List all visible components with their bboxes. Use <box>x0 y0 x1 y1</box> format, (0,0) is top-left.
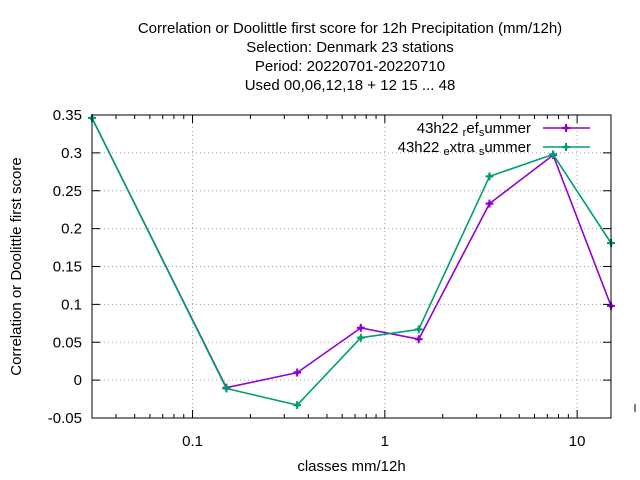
y-tick-label: 0.1 <box>61 296 82 313</box>
legend-label-part: e <box>444 146 450 158</box>
title-line: Used 00,06,12,18 + 12 15 ... 48 <box>245 77 456 94</box>
legend-label-part: 43h22 <box>398 139 444 156</box>
legend-label-part: xtra <box>450 139 479 156</box>
legend-entry: 43h22 refsummer <box>417 120 590 139</box>
data-point <box>293 368 302 377</box>
x-tick-label: 0.1 <box>182 433 203 450</box>
legend-label-part: ef <box>466 120 479 137</box>
chart-title: Correlation or Doolittle first score for… <box>138 20 562 94</box>
legend-label: 43h22 refsummer <box>417 120 531 139</box>
tick-labels: 0.35 0.3 0.25 0.2 0.15 0.1 0.05 0 -0.05 0.1 1 10 <box>48 107 586 450</box>
data-point <box>562 143 570 151</box>
legend-label-part: s <box>479 146 485 158</box>
y-tick-label: -0.05 <box>48 410 82 427</box>
y-tick-label: 0.25 <box>53 183 82 200</box>
data-point <box>293 401 302 410</box>
x-tick-label: 1 <box>381 433 389 450</box>
series-0 <box>88 114 615 392</box>
x-tick-label: 10 <box>569 433 586 450</box>
legend-entry: 43h22 extra summer <box>398 139 590 158</box>
legend-label-part: r <box>463 127 467 139</box>
legend-label: 43h22 extra summer <box>398 139 531 158</box>
legend-label-part: ummer <box>484 120 531 137</box>
grid-lines <box>92 114 611 419</box>
x-axis-label: classes mm/12h <box>297 458 405 475</box>
legend-label-part: ummer <box>484 139 531 156</box>
data-point <box>356 333 365 342</box>
series-group <box>88 114 615 410</box>
axis-ticks <box>91 114 636 419</box>
data-point <box>356 323 365 332</box>
legend-label-part: 43h22 <box>417 120 463 137</box>
data-point <box>485 172 494 181</box>
y-tick-label: 0.15 <box>53 259 82 276</box>
legend-label-part: s <box>479 127 485 139</box>
y-tick-label: 0.05 <box>53 334 82 351</box>
data-point <box>414 325 423 334</box>
data-point <box>485 199 494 208</box>
plot-frame <box>91 114 612 419</box>
y-axis-label: Correlation or Doolittle first score <box>8 157 25 375</box>
y-tick-label: 0 <box>74 372 82 389</box>
data-point <box>414 335 423 344</box>
data-point <box>222 384 231 393</box>
title-line: Correlation or Doolittle first score for… <box>138 20 562 37</box>
title-line: Selection: Denmark 23 stations <box>246 39 454 56</box>
series-1 <box>88 114 615 410</box>
y-tick-label: 0.2 <box>61 221 82 238</box>
data-point <box>562 124 570 132</box>
data-point <box>549 150 558 159</box>
y-tick-label: 0.3 <box>61 145 82 162</box>
title-line: Period: 20220701-20220710 <box>255 58 445 75</box>
series-line <box>91 117 612 406</box>
y-tick-label: 0.35 <box>53 107 82 124</box>
